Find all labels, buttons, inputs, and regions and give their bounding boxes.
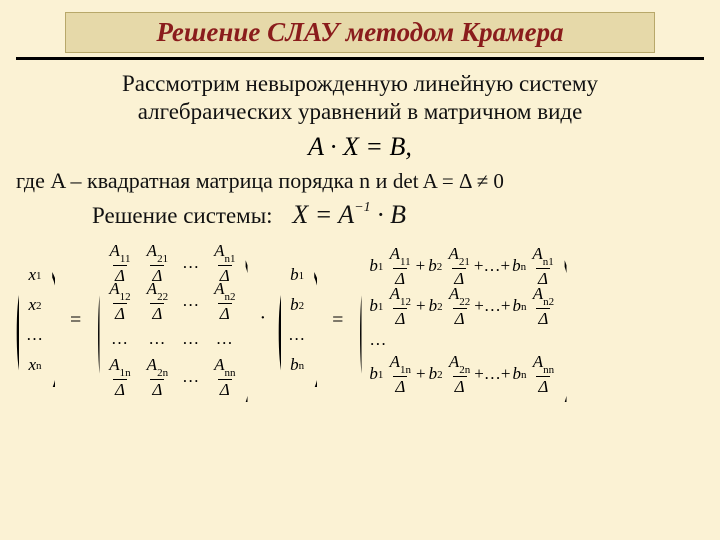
solution-label-line: Решение системы: X = A−1 · B: [92, 200, 704, 230]
rparen-icon: ): [51, 253, 55, 387]
solution-formula: X = A−1 · B: [292, 200, 406, 230]
intro-line-1: Рассмотрим невырожденную линейную систем…: [122, 71, 598, 96]
intro-paragraph: Рассмотрим невырожденную линейную систем…: [22, 70, 698, 126]
condition-text: где A – квадратная матрица порядка n и: [16, 168, 393, 193]
expanded-equation: ( x1 x2 … xn ) = ( A11Δ A21Δ … An1Δ A12Δ…: [12, 238, 708, 402]
det-expression: det A = Δ ≠ 0: [393, 169, 504, 193]
condition-line: где A – квадратная матрица порядка n и d…: [16, 168, 704, 194]
cdot: ·: [255, 307, 270, 330]
solution-label: Решение системы:: [92, 203, 273, 228]
rparen-icon: ): [313, 253, 317, 387]
slide-title: Решение СЛАУ методом Крамера: [65, 12, 655, 53]
lparen-icon: (: [97, 238, 100, 402]
matrix-equation: A · X = B,: [12, 132, 708, 162]
b-vector: b1 b2 … bn: [288, 260, 306, 380]
lparen-icon: (: [277, 253, 281, 387]
x-vector: x1 x2 … xn: [26, 260, 44, 380]
title-rule: [16, 57, 704, 60]
adjugate-matrix: A11Δ A21Δ … An1Δ A12Δ A22Δ … An2Δ … … … …: [107, 244, 237, 396]
intro-line-2: алгебраических уравнений в матричном вид…: [138, 99, 583, 124]
slide: Решение СЛАУ методом Крамера Рассмотрим …: [0, 0, 720, 540]
rparen-icon: ): [245, 238, 248, 402]
lparen-icon: (: [15, 253, 19, 387]
rparen-icon: ): [564, 238, 567, 402]
result-vector: b1 A11Δ + b2 A21Δ +…+ bn An1Δ b1 A12Δ + …: [369, 246, 556, 394]
equals-1: =: [62, 309, 89, 332]
equals-2: =: [324, 309, 351, 332]
lparen-icon: (: [359, 238, 362, 402]
